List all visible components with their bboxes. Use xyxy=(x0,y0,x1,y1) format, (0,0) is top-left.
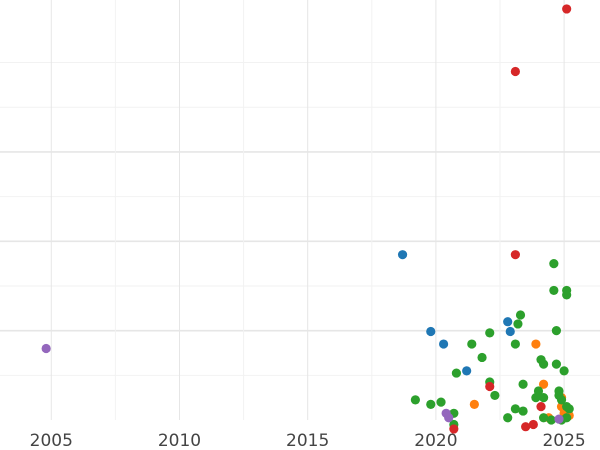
data-point-green xyxy=(546,415,556,425)
data-point-green xyxy=(518,406,528,416)
data-point-green xyxy=(562,285,572,296)
x-tick-label: 2010 xyxy=(158,431,201,450)
data-point-green xyxy=(551,359,562,369)
data-point-red xyxy=(521,422,531,432)
data-point-green xyxy=(426,399,436,409)
x-tick-label: 2025 xyxy=(542,431,585,450)
x-axis-tick-labels: 2005 2010 2015 2020 2025 xyxy=(30,431,586,450)
data-point-green xyxy=(410,395,420,405)
data-point-green xyxy=(510,339,520,349)
data-point-green xyxy=(549,259,559,269)
data-point-blue xyxy=(426,326,436,337)
data-points xyxy=(41,4,574,434)
data-point-green xyxy=(510,404,520,414)
data-point-green xyxy=(538,359,549,369)
grid-lines xyxy=(0,0,600,420)
x-tick-label: 2015 xyxy=(286,431,329,450)
data-point-green xyxy=(451,368,462,378)
data-point-purple xyxy=(554,414,564,424)
data-point-blue xyxy=(397,250,408,260)
data-point-purple xyxy=(444,413,454,423)
data-point-green xyxy=(538,413,549,423)
data-point-red xyxy=(528,419,538,430)
data-point-red xyxy=(485,381,495,392)
data-point-blue xyxy=(438,339,449,349)
data-point-green xyxy=(485,328,495,338)
data-point-red xyxy=(510,66,520,77)
data-point-green xyxy=(551,326,562,336)
data-point-orange xyxy=(538,379,549,389)
data-point-blue xyxy=(462,366,472,376)
data-point-red xyxy=(562,4,572,14)
data-point-blue xyxy=(505,326,515,337)
data-point-green xyxy=(490,390,500,401)
data-point-green xyxy=(513,319,523,329)
data-point-green xyxy=(515,310,526,320)
data-point-red xyxy=(449,424,459,434)
data-point-green xyxy=(503,413,513,423)
data-point-red xyxy=(510,250,520,260)
data-point-green xyxy=(467,339,477,349)
data-point-green xyxy=(477,352,487,363)
data-point-green xyxy=(556,395,567,405)
data-point-purple xyxy=(41,343,51,354)
data-point-orange xyxy=(469,399,479,409)
data-point-blue xyxy=(503,317,513,327)
data-point-green xyxy=(564,404,574,414)
data-point-green xyxy=(518,379,528,389)
data-point-green xyxy=(533,386,544,396)
data-point-orange xyxy=(531,339,541,349)
data-point-green xyxy=(538,393,549,403)
data-point-green xyxy=(549,285,559,296)
x-tick-label: 2005 xyxy=(30,431,73,450)
data-point-red xyxy=(536,401,546,412)
x-tick-label: 2020 xyxy=(414,431,457,450)
data-point-green xyxy=(559,366,569,376)
data-point-green xyxy=(562,413,572,423)
data-point-green xyxy=(436,397,446,407)
